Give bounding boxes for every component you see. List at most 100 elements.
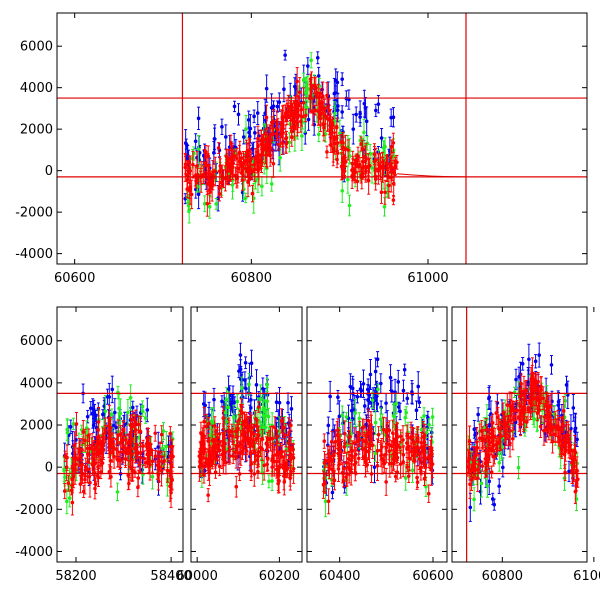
top-red-point xyxy=(296,113,301,118)
top-red-point xyxy=(263,137,268,142)
bottom-red-point xyxy=(87,474,92,479)
top-red-point xyxy=(256,144,260,149)
top-red-point xyxy=(366,165,371,170)
top-red-point xyxy=(207,177,211,182)
bottom-green-point xyxy=(115,490,120,494)
bottom-red-point xyxy=(168,469,172,473)
top-red-point xyxy=(325,117,330,121)
bottom-red-point xyxy=(77,450,81,455)
top-blue-point xyxy=(351,127,356,131)
top-blue-point xyxy=(232,104,237,109)
top-red-point xyxy=(289,135,294,140)
bottom-red-point xyxy=(256,469,260,474)
bottom-green-point xyxy=(224,397,229,402)
bottom-green-point xyxy=(261,425,265,429)
top-red-point xyxy=(202,161,207,165)
top-red-point xyxy=(256,164,260,168)
x-tick-label: 61000 xyxy=(407,271,448,286)
y-tick-label: 4000 xyxy=(20,81,53,96)
bottom-red-point xyxy=(92,448,97,452)
bottom-red-point xyxy=(83,465,88,470)
top-blue-point xyxy=(292,84,297,89)
x-tick-label: 60800 xyxy=(231,271,272,286)
bottom-red-point xyxy=(126,473,131,478)
top-blue-point xyxy=(193,139,198,144)
top-red-point xyxy=(185,173,189,177)
bottom-red-point xyxy=(88,480,92,485)
top-red-point xyxy=(191,162,195,167)
top-blue-point xyxy=(335,108,340,112)
bottom-red-point xyxy=(97,448,102,452)
top-blue-point xyxy=(362,101,367,106)
top-red-point xyxy=(235,176,239,181)
bottom-red-point xyxy=(70,477,74,482)
bottom-blue-point xyxy=(277,400,282,405)
top-blue-point xyxy=(253,131,257,135)
top-red-point xyxy=(299,107,304,112)
bottom-blue-point xyxy=(90,411,95,416)
bottom-red-point xyxy=(136,485,140,490)
top-red-point xyxy=(284,136,289,140)
bottom-red-point xyxy=(74,422,79,426)
top-red-point xyxy=(267,148,271,153)
bottom-red-point xyxy=(275,434,280,438)
bottom-panel-frame xyxy=(56,306,184,563)
bottom-red-point xyxy=(217,448,222,453)
bottom-red-point xyxy=(168,444,172,449)
bottom-green-point xyxy=(103,409,108,413)
bottom-red-point xyxy=(224,460,228,465)
top-blue-point xyxy=(306,64,310,68)
bottom-red-point xyxy=(215,435,220,440)
top-red-point xyxy=(271,161,276,166)
top-blue-point xyxy=(332,91,337,96)
top-blue-point xyxy=(315,55,320,60)
bottom-green-point xyxy=(232,415,236,419)
bottom-green-point xyxy=(235,399,240,404)
bottom-red-point xyxy=(234,484,239,489)
top-green-point xyxy=(244,127,248,131)
top-green-point xyxy=(196,147,201,151)
bottom-blue-point xyxy=(91,423,96,427)
top-red-point xyxy=(390,170,394,174)
top-red-point xyxy=(280,141,285,145)
bottom-red-point xyxy=(240,432,244,437)
top-red-point xyxy=(252,167,257,172)
bottom-green-point xyxy=(71,422,76,426)
bottom-red-point xyxy=(136,422,141,427)
top-red-point xyxy=(235,156,239,161)
bottom-red-point xyxy=(287,430,291,435)
bottom-red-point xyxy=(65,455,69,460)
bottom-red-point xyxy=(121,427,126,432)
top-red-point xyxy=(331,149,336,154)
bottom-red-point xyxy=(256,405,261,409)
top-red-point xyxy=(205,201,210,206)
bottom-red-point xyxy=(96,420,101,424)
top-red-point xyxy=(354,160,358,164)
top-red-point xyxy=(313,108,317,113)
top-red-point xyxy=(297,90,302,95)
bottom-red-point xyxy=(213,423,217,428)
bottom-blue-point xyxy=(249,361,254,366)
top-blue-point xyxy=(196,192,201,197)
y-tick-label: -4000 xyxy=(15,247,53,262)
top-red-point xyxy=(363,159,368,164)
bottom-red-point xyxy=(100,445,104,449)
top-red-point xyxy=(243,166,248,171)
bottom-green-point xyxy=(67,496,72,500)
top-red-point xyxy=(328,122,333,127)
bottom-blue-point xyxy=(88,406,93,411)
top-red-point xyxy=(383,190,387,195)
top-red-point xyxy=(249,156,253,161)
top-red-point xyxy=(239,156,244,160)
top-red-point xyxy=(359,142,363,146)
top-red-point xyxy=(301,100,306,105)
top-green-point xyxy=(346,177,350,182)
top-blue-point xyxy=(196,116,201,121)
top-green-point xyxy=(316,132,321,137)
bottom-red-point xyxy=(168,484,172,489)
bottom-blue-point xyxy=(203,403,207,408)
bottom-green-point xyxy=(258,420,262,424)
top-red-point xyxy=(292,113,296,118)
top-red-point xyxy=(217,186,222,190)
